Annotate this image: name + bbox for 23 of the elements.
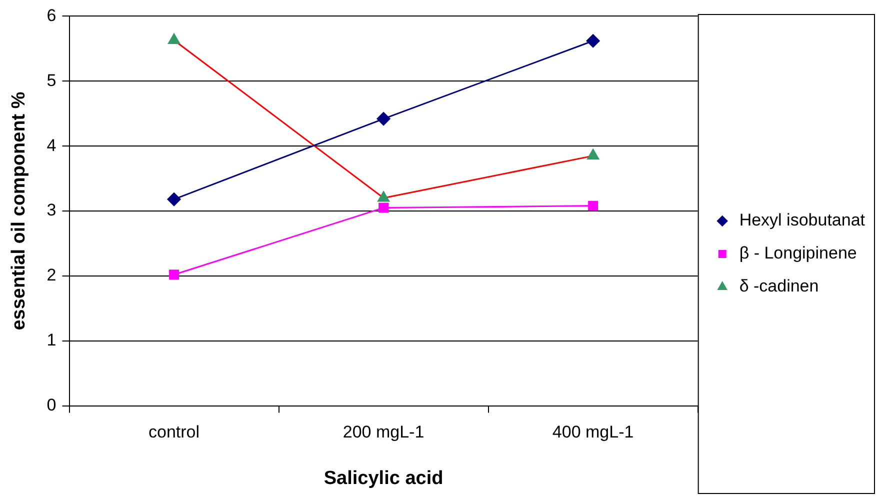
y-axis-title: essential oil component %	[8, 92, 30, 330]
legend-label: β - Longipinene	[739, 244, 857, 263]
y-tick-label: 6	[46, 6, 56, 25]
legend-label: δ -cadinen	[739, 276, 819, 296]
point	[376, 112, 390, 126]
y-tick-label: 2	[46, 266, 56, 285]
y-tick-label: 4	[46, 136, 56, 155]
y-tick-label: 3	[46, 200, 56, 220]
point	[378, 202, 389, 213]
point	[586, 34, 600, 48]
y-tick-label: 0	[46, 395, 56, 414]
y-tick-label: 1	[46, 330, 56, 350]
point	[588, 200, 598, 211]
y-tick-label: 5	[46, 70, 56, 90]
legend-label: Hexyl isobutanat	[739, 210, 866, 230]
x-tick-label: control	[148, 422, 200, 442]
point	[169, 270, 180, 280]
x-tick-label: 400 mgL-1	[552, 422, 634, 442]
point	[378, 191, 390, 202]
point	[167, 192, 181, 206]
x-axis-title: Salicylic acid	[324, 468, 444, 489]
point	[587, 149, 600, 160]
x-tick-label: 200 mgL-1	[342, 422, 424, 442]
